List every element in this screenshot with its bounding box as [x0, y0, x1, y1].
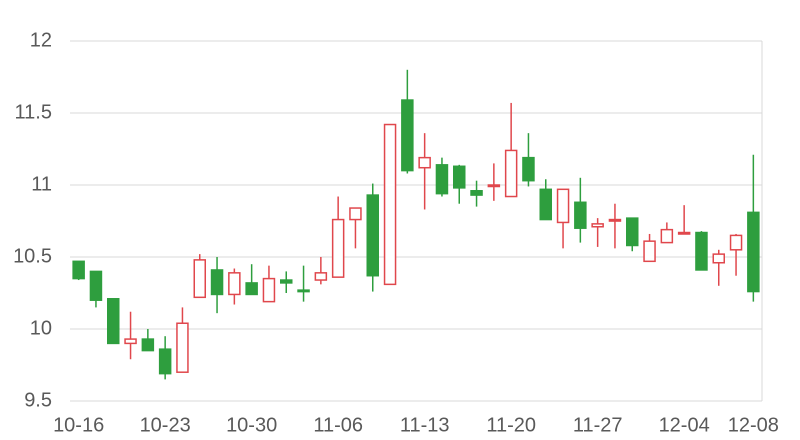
candle-body	[660, 228, 674, 244]
x-tick-label: 10-16	[53, 414, 104, 436]
candle-body	[643, 240, 656, 263]
candle-body	[141, 338, 155, 352]
candle-body	[72, 260, 85, 280]
candle-body	[608, 218, 622, 222]
candle-body	[331, 218, 345, 278]
candle-body	[228, 272, 241, 296]
candle-body	[522, 156, 535, 182]
candle-body	[504, 149, 518, 198]
candle-body	[747, 211, 760, 293]
y-tick-label: 10.5	[13, 245, 52, 267]
candle-body	[677, 231, 691, 235]
candle-body	[280, 279, 293, 284]
candle-body	[487, 184, 501, 188]
candle-body	[107, 298, 120, 345]
candle-body	[695, 231, 708, 271]
y-tick-label: 12	[30, 29, 52, 51]
candle-body	[366, 194, 379, 277]
candle-body	[539, 188, 552, 221]
candle-body	[262, 277, 276, 303]
candle-body	[401, 99, 414, 172]
x-tick-label: 11-27	[573, 414, 623, 436]
candle-body	[418, 156, 431, 169]
candle-body	[193, 259, 206, 299]
x-tick-label: 10-23	[140, 414, 191, 436]
candle-body	[729, 234, 743, 251]
candle-body	[453, 165, 466, 189]
candle-body	[470, 190, 483, 196]
candle-body	[591, 223, 604, 228]
y-tick-label: 11	[31, 173, 52, 195]
candle-body	[89, 270, 103, 301]
candle-body	[574, 201, 587, 229]
y-tick-label: 10	[30, 317, 52, 339]
candle-body	[435, 164, 449, 195]
candle-body	[712, 253, 725, 264]
candle-body	[556, 188, 570, 224]
x-tick-label: 10-30	[226, 414, 277, 436]
candle-body	[349, 207, 362, 221]
x-tick-label: 11-20	[486, 414, 536, 436]
x-tick-label: 12-04	[659, 414, 710, 436]
candle-body	[158, 348, 172, 375]
x-tick-label: 11-13	[400, 414, 450, 436]
candle-body	[124, 338, 137, 345]
candle-body	[626, 217, 639, 247]
candle-body	[245, 282, 258, 296]
candle-body	[314, 272, 328, 281]
y-tick-label: 11.5	[15, 101, 52, 123]
candle-body	[210, 269, 224, 296]
x-tick-label: 11-06	[313, 414, 363, 436]
candle-body	[297, 289, 310, 293]
candle-body	[383, 123, 397, 286]
candle-body	[176, 322, 189, 373]
x-tick-label: 12-08	[728, 414, 779, 436]
y-tick-label: 9.5	[24, 389, 52, 411]
